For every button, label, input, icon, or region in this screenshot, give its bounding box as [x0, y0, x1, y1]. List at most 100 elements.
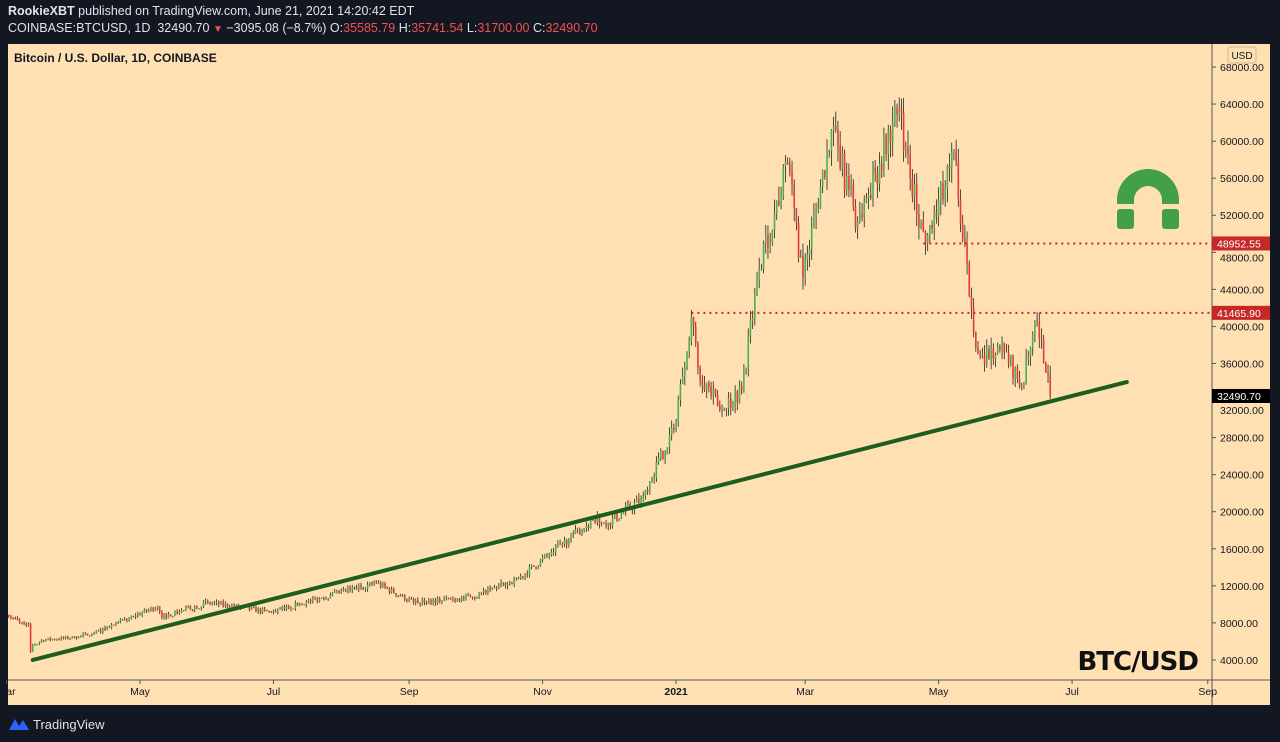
candle-up: [347, 588, 349, 592]
candle-up: [933, 212, 936, 229]
candle-up: [751, 318, 754, 321]
tradingview-brand[interactable]: TradingView: [8, 716, 105, 732]
candle-up: [154, 608, 157, 611]
y-tick-label: 48000.00: [1220, 252, 1264, 264]
candle-down: [767, 234, 769, 248]
candle-up: [756, 279, 758, 294]
currency-box[interactable]: [1227, 46, 1257, 64]
candle-up: [747, 335, 750, 369]
candle-up: [819, 186, 822, 209]
candle-down: [12, 617, 14, 619]
candle-up: [491, 587, 494, 590]
candle-down: [287, 606, 290, 609]
candle-down: [900, 108, 903, 113]
candle-down: [616, 513, 618, 521]
candle-up: [946, 166, 949, 189]
candle-up: [635, 498, 638, 503]
candle-down: [434, 600, 437, 604]
candle-up: [773, 213, 776, 230]
candle-up: [121, 619, 124, 621]
candle-down: [918, 214, 920, 228]
candle-down: [403, 594, 406, 601]
candle-up: [401, 594, 404, 597]
candle-up: [373, 581, 375, 585]
candle-up: [443, 598, 445, 601]
candle-down: [126, 619, 128, 621]
candle-up: [705, 382, 708, 390]
candle-up: [878, 163, 881, 184]
candle-up: [780, 196, 782, 206]
candle-up: [478, 592, 480, 598]
last-price-label: 32490.70: [1217, 391, 1261, 403]
candle-down: [797, 222, 800, 258]
candle-down: [605, 523, 607, 526]
candle-up: [804, 259, 806, 279]
candle-up: [235, 604, 238, 607]
brand-name: TradingView: [33, 716, 105, 732]
candle-up: [408, 598, 410, 601]
candle-down: [263, 608, 266, 610]
candle-up: [382, 583, 384, 587]
candle-up: [340, 590, 343, 594]
candle-down: [228, 607, 231, 609]
candle-down: [248, 606, 251, 610]
candle-up: [115, 621, 117, 625]
candle-down: [843, 153, 846, 191]
candle-up: [1001, 342, 1003, 350]
candle-up: [397, 595, 399, 597]
candle-down: [852, 184, 855, 207]
candle-up: [845, 176, 848, 191]
candle-up: [38, 643, 41, 645]
candle-up: [996, 346, 999, 355]
candle-up: [659, 451, 662, 459]
candle-down: [489, 587, 491, 590]
candle-up: [134, 615, 137, 617]
candle-up: [554, 545, 557, 553]
candle-up: [830, 130, 833, 152]
candle-up: [758, 268, 761, 280]
candle-down: [344, 589, 347, 592]
candle-up: [220, 601, 222, 605]
chart-background: [8, 44, 1270, 705]
candle-up: [894, 107, 896, 123]
candle-down: [609, 522, 612, 526]
x-tick-label: May: [130, 686, 151, 698]
candle-up: [97, 629, 100, 631]
candle-up: [867, 194, 870, 198]
candle-up: [307, 600, 310, 602]
candle-down: [375, 581, 378, 584]
candle-down: [207, 601, 209, 603]
candle-up: [596, 515, 599, 523]
candle-down: [924, 232, 927, 244]
candle-up: [456, 598, 459, 602]
candle-up: [204, 601, 207, 603]
candle-up: [688, 341, 690, 352]
candle-up: [937, 200, 940, 218]
candle-down: [23, 622, 25, 624]
candle-up: [436, 598, 439, 604]
y-tick-label: 52000.00: [1220, 210, 1264, 222]
candle-up: [91, 634, 93, 636]
candle-up: [1031, 334, 1034, 348]
candle-up: [784, 161, 787, 167]
candle-up: [817, 208, 820, 210]
candle-down: [1003, 342, 1006, 352]
candle-up: [414, 600, 417, 603]
candle-down: [406, 600, 408, 602]
candle-up: [428, 600, 430, 604]
candle-up: [31, 645, 34, 652]
candle-up: [649, 482, 651, 492]
candle-up: [156, 606, 159, 609]
candle-up: [528, 566, 531, 576]
x-tick-label: Jul: [1065, 686, 1078, 698]
candle-down: [968, 263, 971, 296]
candle-down: [7, 614, 10, 616]
y-tick-label: 60000.00: [1220, 136, 1264, 148]
candle-up: [841, 153, 844, 169]
publish-info: RookieXBT published on TradingView.com, …: [8, 4, 414, 18]
candle-up: [1023, 383, 1025, 387]
publisher-name[interactable]: RookieXBT: [8, 4, 75, 18]
candle-up: [213, 602, 216, 604]
candle-up: [613, 513, 616, 518]
